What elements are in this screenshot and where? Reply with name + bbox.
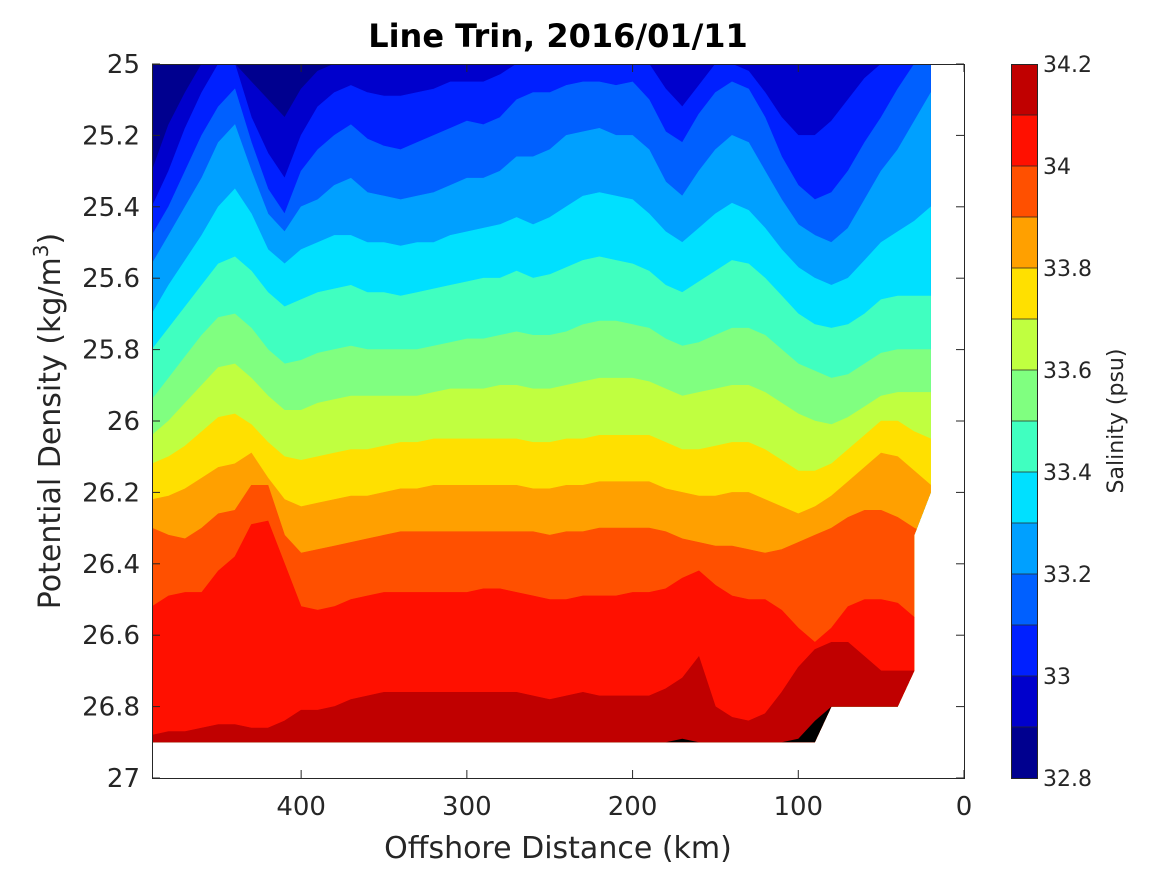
contour-band-34.1 xyxy=(152,642,931,743)
colorbar-frame xyxy=(1011,64,1038,779)
x-tick-label: 400 xyxy=(276,792,326,822)
colorbar-swatch xyxy=(1011,727,1037,779)
y-tick-label: 25.8 xyxy=(82,336,140,366)
y-tick-label: 26.2 xyxy=(82,478,140,508)
y-tick-label: 26.4 xyxy=(82,550,140,580)
colorbar-swatch xyxy=(1011,115,1037,167)
colorbar-swatch xyxy=(1011,217,1037,269)
colorbar-tick-label: 33.2 xyxy=(1043,563,1092,588)
y-axis-label-main: Potential Density (kg/m xyxy=(33,257,68,609)
x-tick-label: 300 xyxy=(442,792,492,822)
colorbar-tick-label: 34.2 xyxy=(1043,53,1092,78)
x-tick-label: 0 xyxy=(956,792,973,822)
y-axis-label-sup: 3 xyxy=(29,244,53,257)
colorbar-swatch xyxy=(1011,625,1037,677)
colorbar-label: Salinity (psu) xyxy=(1104,349,1129,494)
colorbar-swatch xyxy=(1011,523,1037,575)
y-tick-label: 25.2 xyxy=(82,121,140,151)
y-axis-label: Potential Density (kg/m3) xyxy=(29,233,68,609)
chart-title: Line Trin, 2016/01/11 xyxy=(368,17,748,55)
colorbar-tick-label: 34 xyxy=(1043,155,1071,180)
y-tick-label: 27 xyxy=(107,764,140,794)
colorbar-swatch xyxy=(1011,370,1037,422)
y-tick-label: 25.6 xyxy=(82,264,140,294)
y-axis-label-close: ) xyxy=(33,233,68,245)
y-tick-label: 26.8 xyxy=(82,693,140,723)
colorbar-tick-label: 33 xyxy=(1043,665,1071,690)
x-axis-label: Offshore Distance (km) xyxy=(384,831,732,866)
y-tick-label: 25.4 xyxy=(82,193,140,223)
colorbar-tick-label: 33.6 xyxy=(1043,359,1092,384)
y-tick-label: 25 xyxy=(107,50,140,80)
colorbar-swatch xyxy=(1011,676,1037,728)
colorbar-swatch xyxy=(1011,64,1037,116)
y-tick-label: 26 xyxy=(107,407,140,437)
y-axis: 25 25.2 25.4 25.6 25.8 26 26.2 26.4 26.6 26.8 27 xyxy=(82,50,964,794)
colorbar-swatch xyxy=(1011,268,1037,320)
colorbar-tick-label: 33.4 xyxy=(1043,461,1092,486)
contour-fill-layer xyxy=(152,64,931,743)
colorbar-tick-label: 32.8 xyxy=(1043,767,1092,792)
colorbar-swatch xyxy=(1011,574,1037,626)
x-axis: 400 300 200 100 0 xyxy=(276,64,972,822)
colorbar-swatch xyxy=(1011,166,1037,218)
colorbar-swatch xyxy=(1011,421,1037,473)
x-tick-label: 200 xyxy=(608,792,658,822)
y-tick-label: 26.6 xyxy=(82,621,140,651)
colorbar-swatch xyxy=(1011,319,1037,371)
colorbar: 34.2 34 33.8 33.6 33.4 33.2 33 32.8 xyxy=(1011,53,1092,792)
colorbar-tick-label: 33.8 xyxy=(1043,257,1092,282)
x-tick-label: 100 xyxy=(773,792,823,822)
colorbar-swatch xyxy=(1011,472,1037,524)
